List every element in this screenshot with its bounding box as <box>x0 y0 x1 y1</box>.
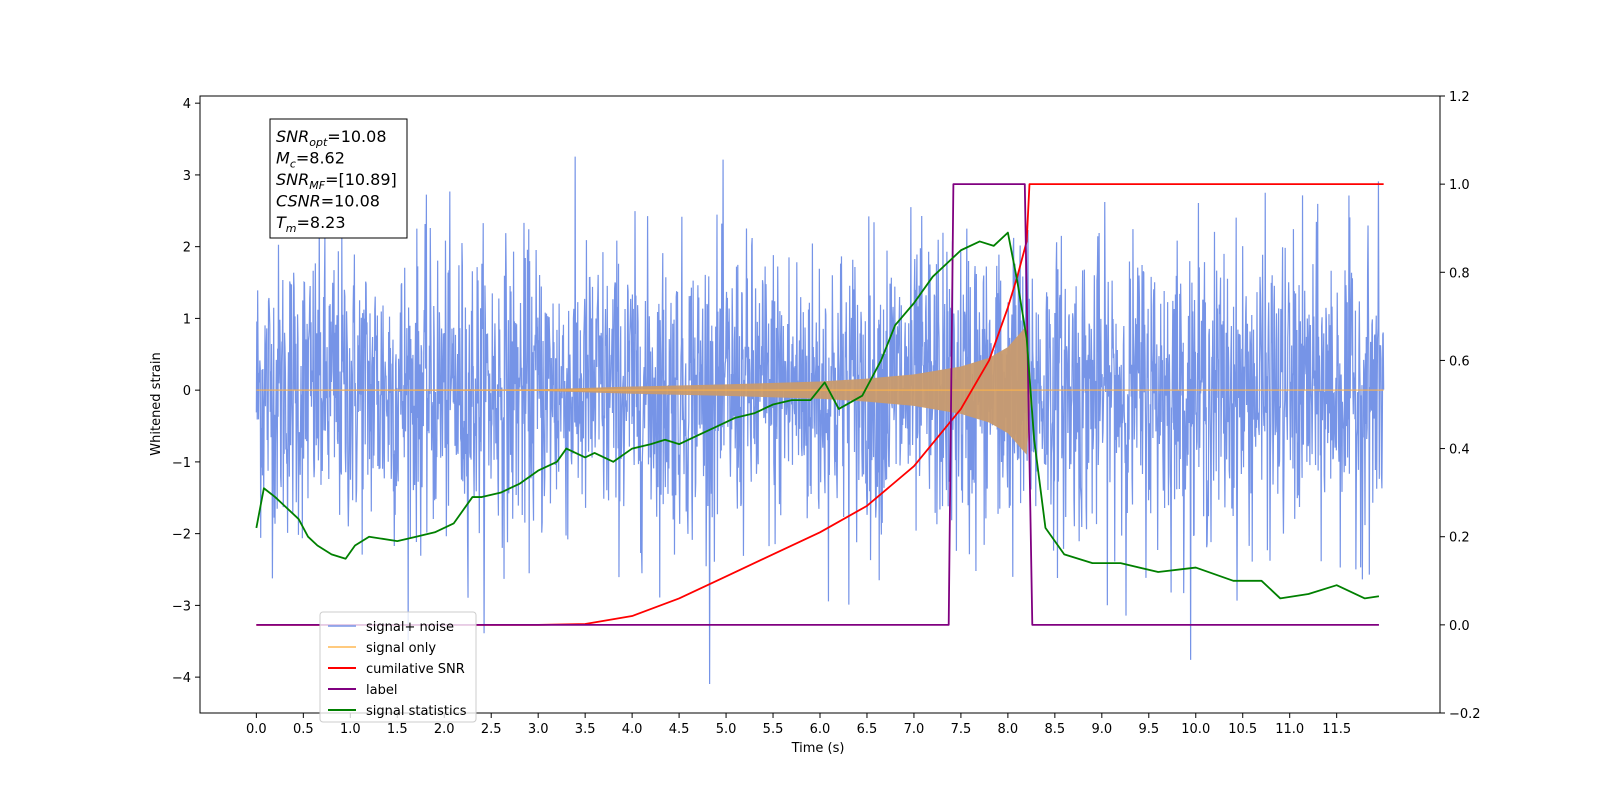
y2-tick-label: 0.4 <box>1449 443 1470 458</box>
y2-tick-label: −0.2 <box>1449 707 1481 722</box>
y2-tick-label: 0.8 <box>1449 266 1470 281</box>
x-tick-label: 10.5 <box>1228 722 1257 737</box>
x-tick-label: 6.5 <box>857 722 878 737</box>
x-tick-label: 4.0 <box>622 722 643 737</box>
x-tick-label: 0.0 <box>246 722 267 737</box>
legend-label: label <box>366 683 397 698</box>
x-tick-label: 7.0 <box>904 722 925 737</box>
y-axis-left: −4 −3 −2 −1 0 1 2 3 4 <box>172 97 200 686</box>
overlay-series <box>255 183 1384 626</box>
x-tick-label: 1.0 <box>340 722 361 737</box>
y2-tick-label: 1.2 <box>1449 90 1470 105</box>
x-tick-label: 9.0 <box>1091 722 1112 737</box>
legend-frame <box>319 611 477 723</box>
legend-label: signal statistics <box>366 704 467 719</box>
x-tick-label: 11.0 <box>1275 722 1304 737</box>
annotation-line: SNRMF=[10.89] <box>276 170 397 192</box>
x-tick-label: 3.5 <box>575 722 596 737</box>
y-axis-right: −0.2 0.0 0.2 0.4 0.6 0.8 1.0 1.2 <box>1440 90 1481 722</box>
x-axis: 0.0 0.5 1.0 1.5 2.0 2.5 3.0 3.5 4.0 4.5 5.0 5.5 6.0 6… <box>246 713 1351 737</box>
series-cumulative-snr <box>256 183 1384 626</box>
x-tick-label: 9.5 <box>1138 722 1159 737</box>
y2-tick-label: 0.0 <box>1449 619 1470 634</box>
x-tick-label: 5.5 <box>763 722 784 737</box>
annotation-line: CSNR=10.08 <box>276 192 380 211</box>
x-tick-label: 8.5 <box>1045 722 1066 737</box>
x-tick-label: 7.5 <box>951 722 972 737</box>
x-tick-label: 2.5 <box>481 722 502 737</box>
y-axis-title: Whitened strain <box>149 352 164 455</box>
legend-label: cumilative SNR <box>366 662 465 677</box>
legend: signal+ noise signal only cumilative SNR la… <box>319 611 477 723</box>
x-tick-label: 11.5 <box>1322 722 1351 737</box>
x-tick-label: 3.0 <box>528 722 549 737</box>
y2-tick-label: 0.2 <box>1449 531 1470 546</box>
series-label <box>256 183 1379 626</box>
noise-series <box>255 156 1385 685</box>
legend-label: signal+ noise <box>366 620 454 635</box>
annotation-frame <box>269 118 408 239</box>
y-tick-label: 1 <box>183 312 191 327</box>
y-tick-label: −1 <box>172 456 191 471</box>
annotation-line: Tm=8.23 <box>276 213 346 235</box>
annotation-box: SNRopt=10.08Mc=8.62SNRMF=[10.89]CSNR=10.… <box>269 118 408 239</box>
series-signal-plus-noise <box>255 156 1385 685</box>
series-signal-statistics <box>255 231 1380 600</box>
y-tick-label: −4 <box>172 671 191 686</box>
x-tick-label: 0.5 <box>293 722 314 737</box>
y2-tick-label: 0.6 <box>1449 354 1470 369</box>
annotation-line: Mc=8.62 <box>276 149 345 171</box>
x-tick-label: 10.0 <box>1181 722 1210 737</box>
y-tick-label: 3 <box>183 169 191 184</box>
x-tick-label: 6.0 <box>810 722 831 737</box>
x-tick-label: 8.0 <box>998 722 1019 737</box>
x-tick-label: 2.0 <box>434 722 455 737</box>
x-axis-title: Time (s) <box>791 741 845 756</box>
x-tick-label: 4.5 <box>669 722 690 737</box>
x-tick-label: 1.5 <box>387 722 408 737</box>
y-tick-label: −3 <box>172 599 191 614</box>
signal-series <box>256 325 1384 455</box>
y2-tick-label: 1.0 <box>1449 178 1470 193</box>
y-tick-label: 2 <box>183 241 191 256</box>
annotation-line: SNRopt=10.08 <box>276 127 387 149</box>
y-tick-label: −2 <box>172 528 191 543</box>
x-tick-label: 5.0 <box>716 722 737 737</box>
y-tick-label: 4 <box>183 97 191 112</box>
y-tick-label: 0 <box>183 384 191 399</box>
legend-label: signal only <box>366 641 436 656</box>
